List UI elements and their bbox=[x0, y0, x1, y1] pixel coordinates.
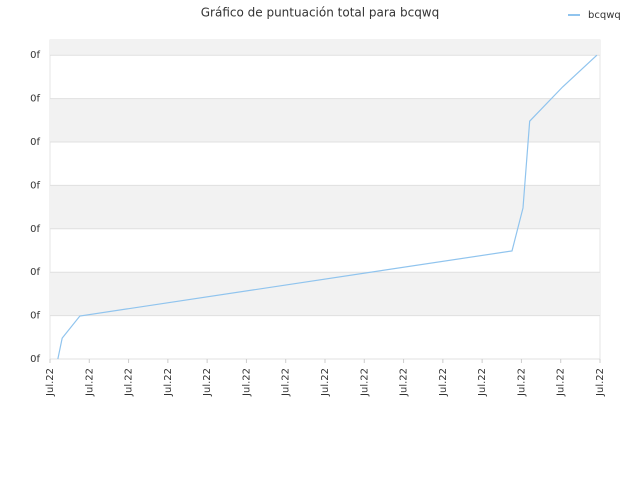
chart-title: Gráfico de puntuación total para bcqwq bbox=[201, 6, 440, 20]
x-tick-label: Jul.22 bbox=[399, 368, 410, 397]
y-tick-label: 0f bbox=[30, 224, 40, 235]
series-line bbox=[57, 54, 598, 360]
x-tick-label: Jul.22 bbox=[516, 368, 527, 397]
y-tick-label: 0f bbox=[30, 180, 40, 191]
y-tick-label: 0f bbox=[30, 311, 40, 322]
x-tick-label: Jul.22 bbox=[438, 368, 449, 397]
y-tick-label: 0f bbox=[30, 50, 40, 61]
y-tick-label: 0f bbox=[30, 354, 40, 365]
grid-band bbox=[50, 40, 600, 56]
x-tick-label: Jul.22 bbox=[241, 368, 252, 397]
x-tick-label: Jul.22 bbox=[281, 368, 292, 397]
y-tick-label: 0f bbox=[30, 94, 40, 105]
x-tick-label: Jul.22 bbox=[595, 368, 606, 397]
x-tick-label: Jul.22 bbox=[124, 368, 135, 397]
x-tick-label: Jul.22 bbox=[202, 368, 213, 397]
x-tick-label: Jul.22 bbox=[163, 368, 174, 397]
x-tick-label: Jul.22 bbox=[320, 368, 331, 397]
grid-band bbox=[50, 185, 600, 229]
x-tick-label: Jul.22 bbox=[359, 368, 370, 397]
y-tick-label: 0f bbox=[30, 267, 40, 278]
grid-band bbox=[50, 98, 600, 142]
legend-label: bcqwq bbox=[588, 10, 621, 21]
y-tick-label: 0f bbox=[30, 137, 40, 148]
x-tick-label: Jul.22 bbox=[477, 368, 488, 397]
x-tick-label: Jul.22 bbox=[45, 368, 56, 397]
x-tick-label: Jul.22 bbox=[556, 368, 567, 397]
x-tick-label: Jul.22 bbox=[84, 368, 95, 397]
